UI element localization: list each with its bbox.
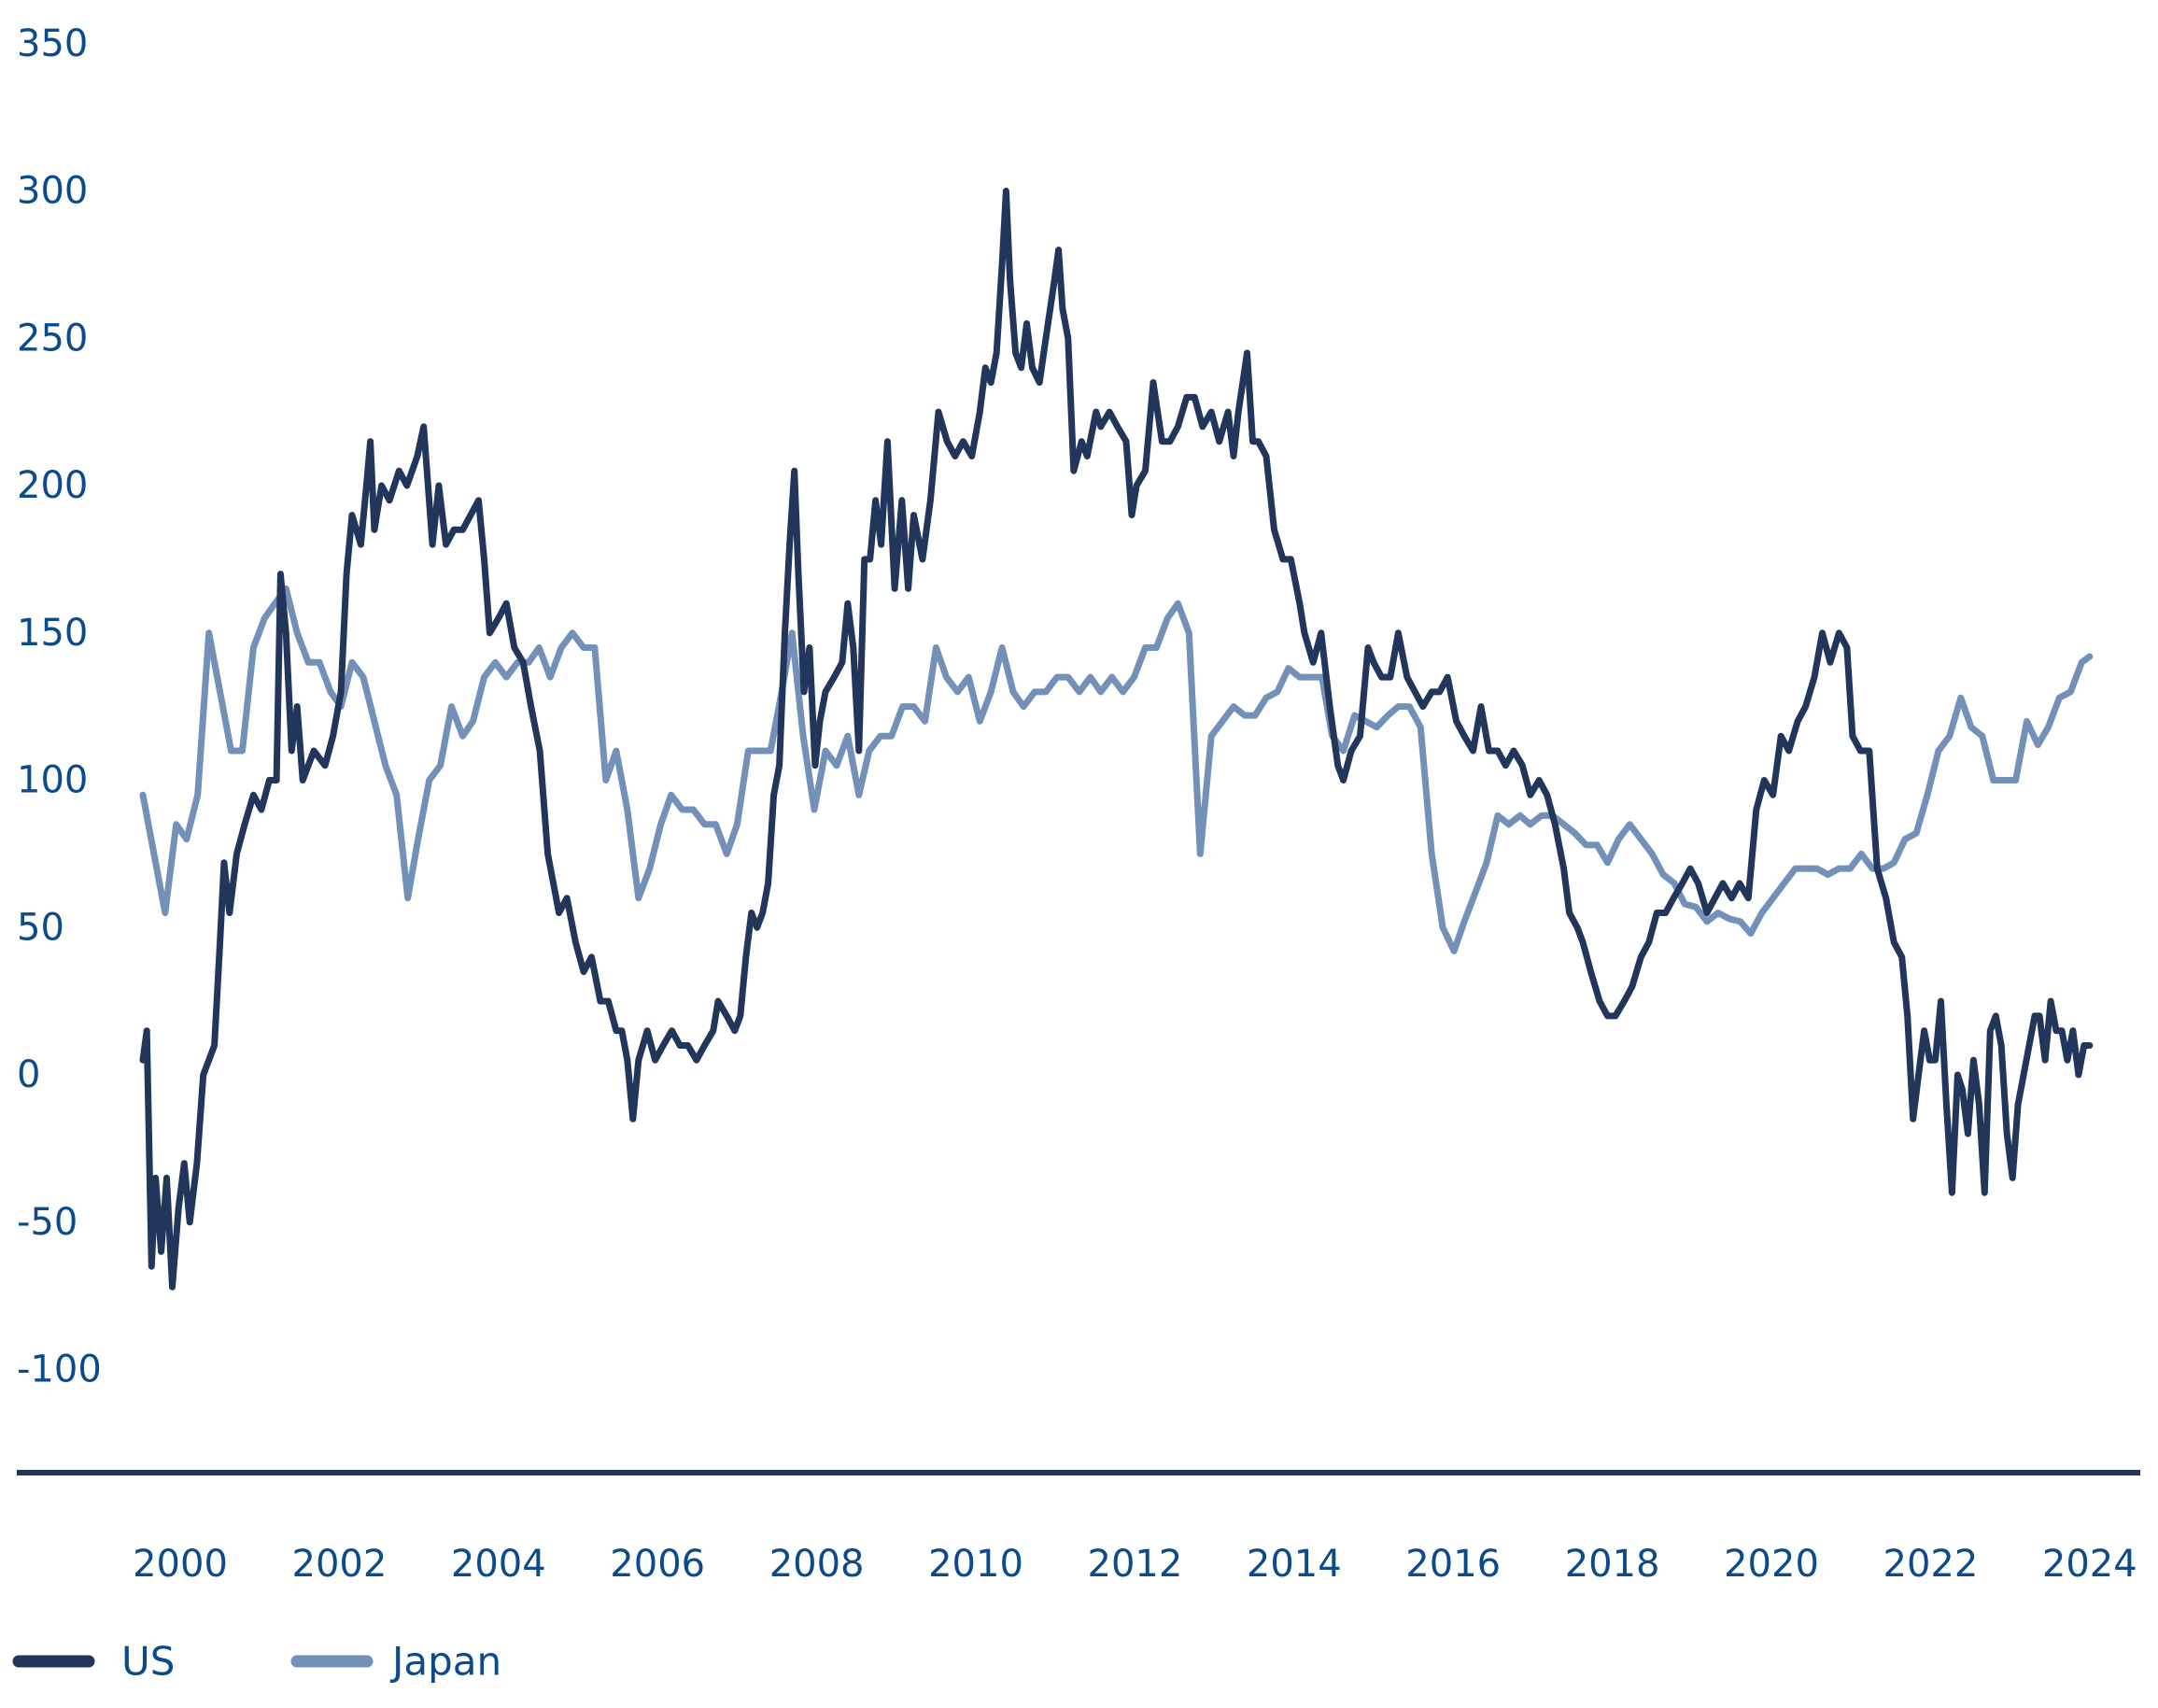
series-lines bbox=[139, 188, 2094, 1291]
x-tick-label: 2002 bbox=[292, 1543, 388, 1586]
x-tick-label: 2000 bbox=[133, 1543, 228, 1586]
y-tick-label: 300 bbox=[17, 170, 88, 213]
x-tick-label: 2022 bbox=[1883, 1543, 1979, 1586]
series-line-us bbox=[139, 188, 2094, 1291]
legend-label: US bbox=[121, 1639, 175, 1685]
x-axis-tick-labels: 2000 2002 2004 2006 2008 2010 2012 2014 2016 2018… bbox=[133, 1543, 2137, 1586]
x-tick-label: 2018 bbox=[1565, 1543, 1660, 1586]
y-tick-label: 0 bbox=[17, 1053, 40, 1096]
legend-item-japan: Japan bbox=[290, 1639, 501, 1685]
x-tick-label: 2016 bbox=[1405, 1543, 1501, 1586]
y-tick-label: 350 bbox=[17, 22, 88, 65]
x-tick-label: 2024 bbox=[2042, 1543, 2137, 1586]
x-tick-label: 2006 bbox=[610, 1543, 705, 1586]
x-tick-label: 2010 bbox=[928, 1543, 1023, 1586]
y-tick-label: -50 bbox=[17, 1201, 78, 1244]
y-axis-tick-labels: 350 300 250 200 150 100 50 0 -50 -100 bbox=[17, 22, 102, 1391]
x-tick-label: 2008 bbox=[769, 1543, 865, 1586]
y-tick-label: -100 bbox=[17, 1348, 102, 1391]
legend-label: Japan bbox=[389, 1639, 501, 1685]
x-tick-label: 2014 bbox=[1247, 1543, 1342, 1586]
series-line-japan bbox=[139, 585, 2094, 954]
y-tick-label: 250 bbox=[17, 317, 88, 360]
y-tick-label: 150 bbox=[17, 612, 88, 655]
y-tick-label: 50 bbox=[17, 906, 64, 949]
x-tick-label: 2020 bbox=[1724, 1543, 1819, 1586]
legend-item-us: US bbox=[12, 1639, 175, 1685]
x-tick-label: 2004 bbox=[451, 1543, 546, 1586]
y-tick-label: 200 bbox=[17, 464, 88, 507]
legend: US Japan bbox=[12, 1639, 501, 1685]
x-tick-label: 2012 bbox=[1088, 1543, 1183, 1586]
y-tick-label: 100 bbox=[17, 759, 88, 802]
